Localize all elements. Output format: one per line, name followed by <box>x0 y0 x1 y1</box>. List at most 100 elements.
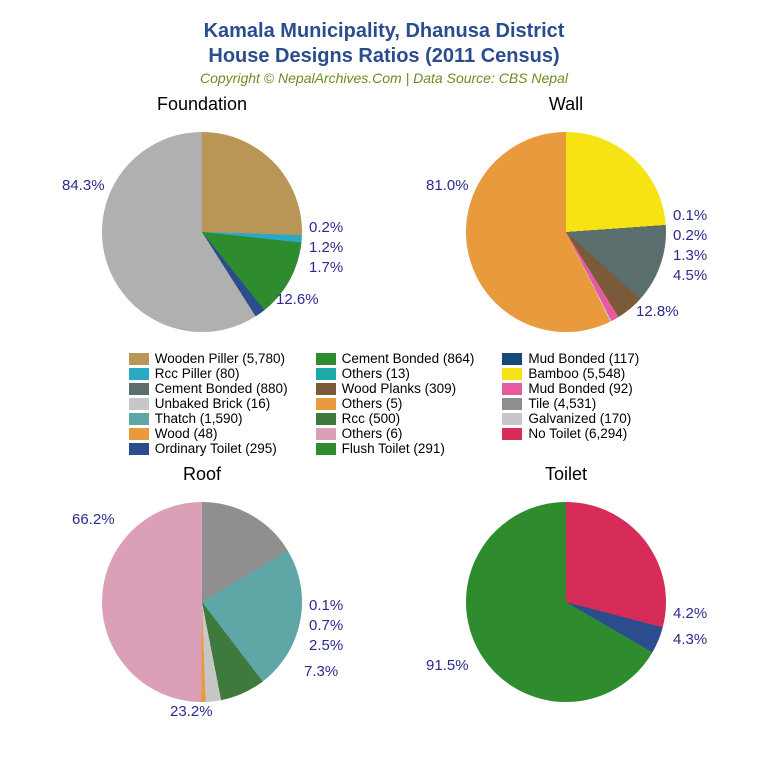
legend-item: Tile (4,531) <box>502 396 639 411</box>
pct-label: 12.6% <box>276 291 319 308</box>
chart-roof: Roof 66.2% 0.1% 0.7% 2.5% 7.3% 23.2% <box>20 464 384 717</box>
pct-label: 4.2% <box>673 605 707 622</box>
title-line1: Kamala Municipality, Dhanusa District <box>20 20 748 43</box>
pct-label: 2.5% <box>309 637 343 654</box>
pct-label: 4.3% <box>673 631 707 648</box>
pie-wrap-roof: 66.2% 0.1% 0.7% 2.5% 7.3% 23.2% <box>62 487 342 717</box>
pie-wrap-foundation: 84.3% 0.2% 1.2% 1.7% 12.6% <box>62 117 342 347</box>
pie-wrap-toilet: 91.5% 4.2% 4.3% <box>426 487 706 717</box>
legend-column: Wooden Piller (5,780)Rcc Piller (80)Ceme… <box>129 351 288 456</box>
legend-column: Cement Bonded (864)Others (13)Wood Plank… <box>316 351 475 456</box>
legend-item: Galvanized (170) <box>502 411 639 426</box>
legend-label: Rcc Piller (80) <box>155 366 240 381</box>
legend-swatch <box>502 383 522 395</box>
legend-column: Mud Bonded (117)Bamboo (5,548)Mud Bonded… <box>502 351 639 456</box>
legend-swatch <box>316 398 336 410</box>
chart-foundation: Foundation 84.3% 0.2% 1.2% 1.7% 12.6% <box>20 94 384 347</box>
legend-item: Cement Bonded (864) <box>316 351 475 366</box>
pct-label: 0.1% <box>309 597 343 614</box>
pie-wrap-wall: 81.0% 0.1% 0.2% 1.3% 4.5% 12.8% <box>426 117 706 347</box>
legend-swatch <box>129 353 149 365</box>
pct-label: 1.2% <box>309 239 343 256</box>
subtitle: Copyright © NepalArchives.Com | Data Sou… <box>20 70 748 86</box>
legend-label: Mud Bonded (117) <box>528 351 639 366</box>
legend-label: Unbaked Brick (16) <box>155 396 271 411</box>
pct-label: 7.3% <box>304 663 338 680</box>
title-line2: House Designs Ratios (2011 Census) <box>20 45 748 68</box>
legend: Wooden Piller (5,780)Rcc Piller (80)Ceme… <box>20 351 748 456</box>
pct-label: 12.8% <box>636 303 679 320</box>
pct-label: 81.0% <box>426 177 469 194</box>
legend-label: Tile (4,531) <box>528 396 596 411</box>
legend-swatch <box>502 398 522 410</box>
chart-title-wall: Wall <box>549 94 583 115</box>
legend-item: No Toilet (6,294) <box>502 426 639 441</box>
legend-label: Wood Planks (309) <box>342 381 457 396</box>
chart-title-roof: Roof <box>183 464 221 485</box>
legend-label: Others (13) <box>342 366 410 381</box>
legend-swatch <box>129 398 149 410</box>
legend-label: Mud Bonded (92) <box>528 381 632 396</box>
legend-item: Rcc (500) <box>316 411 475 426</box>
pct-label: 0.1% <box>673 207 707 224</box>
legend-swatch <box>502 428 522 440</box>
legend-label: Bamboo (5,548) <box>528 366 625 381</box>
chart-title-foundation: Foundation <box>157 94 247 115</box>
pct-label: 84.3% <box>62 177 105 194</box>
legend-item: Wood Planks (309) <box>316 381 475 396</box>
chart-title-toilet: Toilet <box>545 464 587 485</box>
pct-label: 91.5% <box>426 657 469 674</box>
legend-swatch <box>129 383 149 395</box>
legend-item: Flush Toilet (291) <box>316 441 475 456</box>
legend-swatch <box>316 428 336 440</box>
legend-item: Rcc Piller (80) <box>129 366 288 381</box>
pie-foundation <box>102 132 302 332</box>
legend-label: Rcc (500) <box>342 411 401 426</box>
legend-item: Ordinary Toilet (295) <box>129 441 288 456</box>
charts-grid: Foundation 84.3% 0.2% 1.2% 1.7% 12.6% Wall 8… <box>20 94 748 717</box>
pct-label: 1.7% <box>309 259 343 276</box>
legend-label: Others (5) <box>342 396 403 411</box>
pie-wall <box>466 132 666 332</box>
legend-swatch <box>129 443 149 455</box>
legend-item: Mud Bonded (92) <box>502 381 639 396</box>
pct-label: 4.5% <box>673 267 707 284</box>
legend-label: Thatch (1,590) <box>155 411 243 426</box>
legend-label: Galvanized (170) <box>528 411 631 426</box>
legend-item: Others (5) <box>316 396 475 411</box>
pct-label: 23.2% <box>170 703 213 720</box>
legend-label: Wooden Piller (5,780) <box>155 351 285 366</box>
legend-label: Cement Bonded (864) <box>342 351 475 366</box>
pct-label: 66.2% <box>72 511 115 528</box>
pct-label: 1.3% <box>673 247 707 264</box>
pct-label: 0.7% <box>309 617 343 634</box>
legend-item: Wood (48) <box>129 426 288 441</box>
legend-item: Mud Bonded (117) <box>502 351 639 366</box>
legend-swatch <box>129 413 149 425</box>
pie-toilet <box>466 502 666 702</box>
legend-item: Others (6) <box>316 426 475 441</box>
legend-label: No Toilet (6,294) <box>528 426 627 441</box>
legend-swatch <box>316 413 336 425</box>
legend-swatch <box>502 413 522 425</box>
legend-item: Unbaked Brick (16) <box>129 396 288 411</box>
legend-item: Bamboo (5,548) <box>502 366 639 381</box>
legend-label: Others (6) <box>342 426 403 441</box>
pct-label: 0.2% <box>673 227 707 244</box>
legend-label: Flush Toilet (291) <box>342 441 445 456</box>
legend-swatch <box>129 368 149 380</box>
legend-swatch <box>316 368 336 380</box>
legend-label: Ordinary Toilet (295) <box>155 441 277 456</box>
legend-swatch <box>502 353 522 365</box>
legend-swatch <box>316 383 336 395</box>
legend-item: Others (13) <box>316 366 475 381</box>
pct-label: 0.2% <box>309 219 343 236</box>
chart-wall: Wall 81.0% 0.1% 0.2% 1.3% 4.5% 12.8% <box>384 94 748 347</box>
legend-item: Thatch (1,590) <box>129 411 288 426</box>
chart-toilet: Toilet 91.5% 4.2% 4.3% <box>384 464 748 717</box>
legend-cols: Wooden Piller (5,780)Rcc Piller (80)Ceme… <box>129 351 640 456</box>
legend-swatch <box>502 368 522 380</box>
legend-label: Cement Bonded (880) <box>155 381 288 396</box>
legend-swatch <box>316 353 336 365</box>
title: Kamala Municipality, Dhanusa District Ho… <box>20 20 748 68</box>
